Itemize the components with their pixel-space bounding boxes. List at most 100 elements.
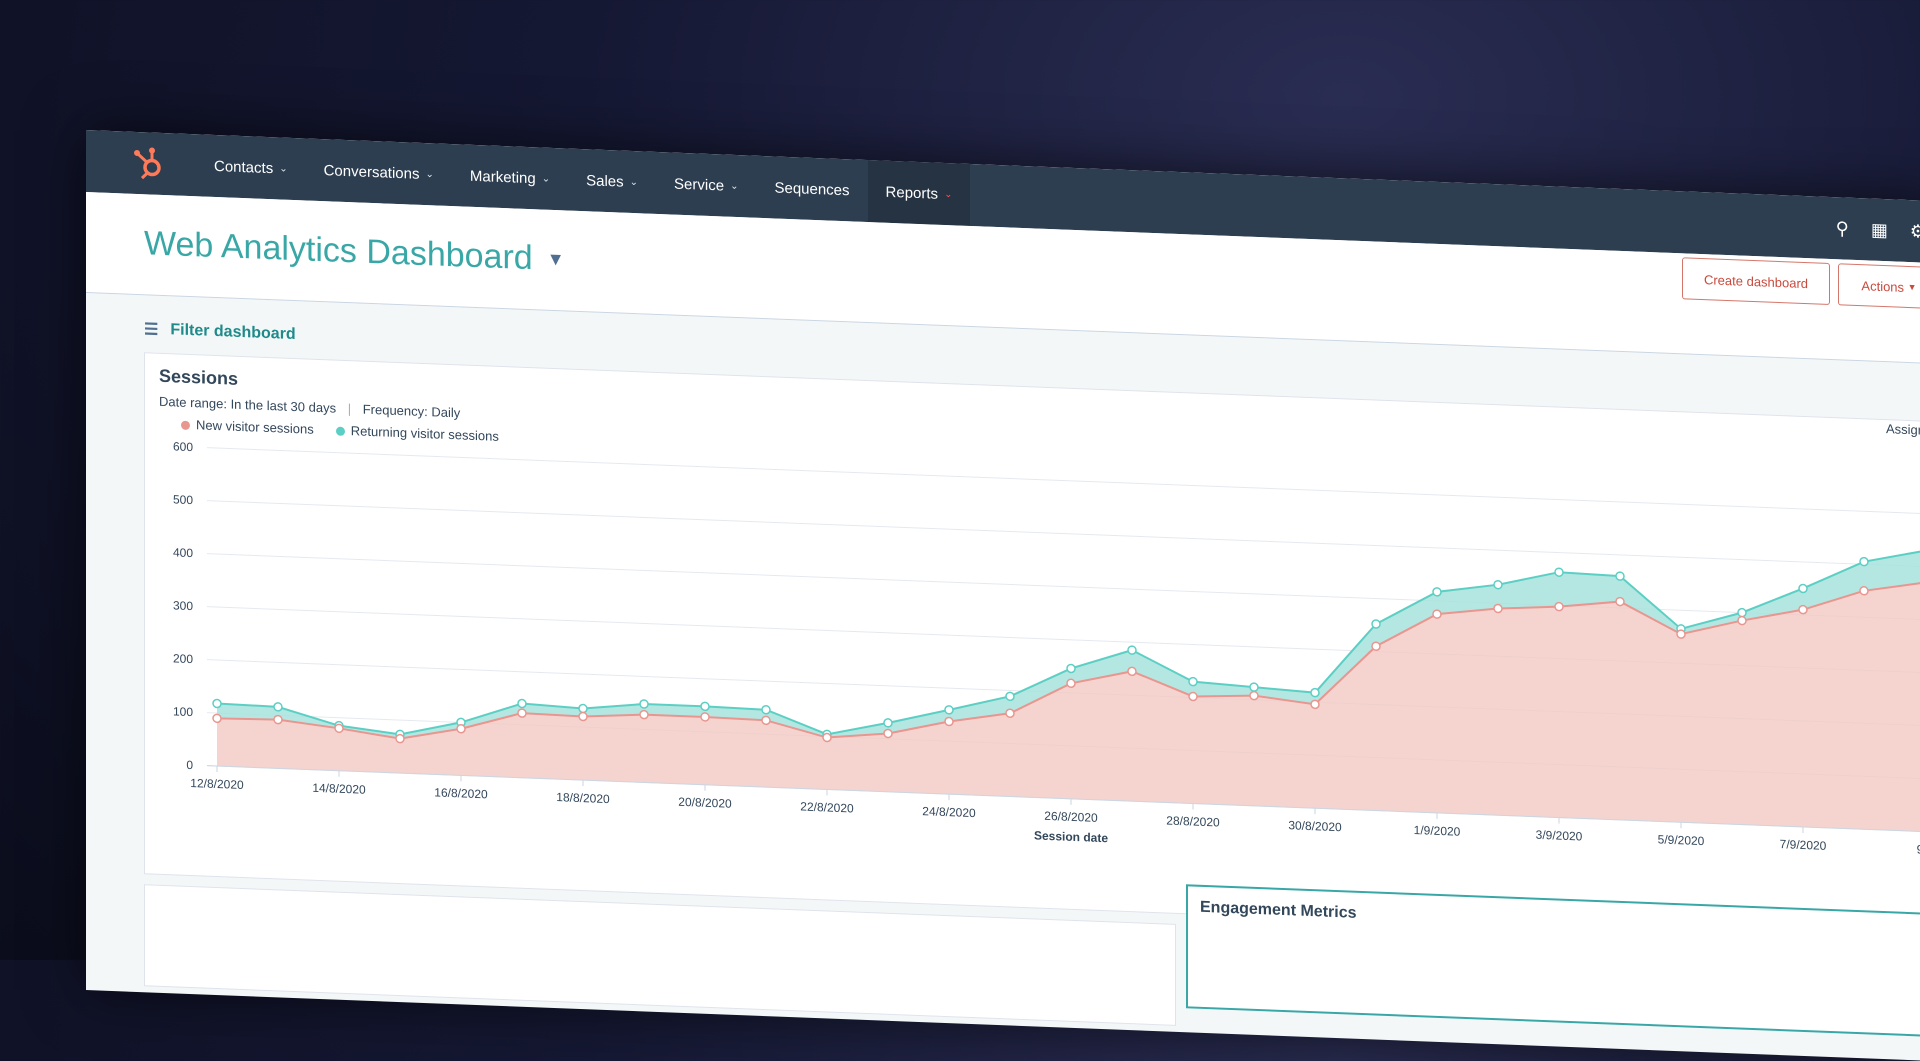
engagement-metrics-card[interactable]: Engagement Metrics [1186, 884, 1920, 1039]
nav-label: Service [674, 175, 725, 195]
new-sessions-point [1798, 604, 1808, 615]
legend-dot [181, 420, 190, 431]
y-tick-label: 600 [173, 439, 193, 454]
new-sessions-point [639, 709, 649, 720]
assign-link[interactable]: Assign [1886, 421, 1920, 438]
new-sessions-point [944, 716, 954, 727]
caret-down-icon[interactable]: ▼ [546, 248, 565, 270]
card-title: Sessions [159, 365, 239, 389]
new-sessions-point [1066, 678, 1076, 689]
actions-label: Actions [1861, 277, 1905, 295]
x-tick-label: 26/8/2020 [1044, 809, 1098, 825]
new-sessions-point [883, 728, 893, 739]
x-tick-label: 30/8/2020 [1288, 818, 1342, 834]
filter-label: Filter dashboard [170, 321, 296, 344]
nav-contacts[interactable]: Contacts ⌄ [196, 134, 306, 200]
nav-label: Contacts [214, 157, 274, 177]
y-tick-label: 300 [173, 598, 193, 613]
new-sessions-point [517, 708, 527, 718]
marketplace-icon[interactable]: ▦ [1870, 219, 1888, 240]
settings-icon[interactable]: ⚙ [1909, 220, 1920, 242]
new-sessions-area [217, 582, 1920, 832]
gridline [207, 553, 1920, 622]
dashboard-title-text: Web Analytics Dashboard [144, 224, 533, 278]
dashboard-title[interactable]: Web Analytics Dashboard ▼ [144, 224, 565, 279]
returning-sessions-point [1554, 567, 1564, 577]
card-meta: Date range: In the last 30 days | Freque… [159, 394, 460, 421]
x-axis-line [207, 765, 1920, 834]
x-tick-label: 7/9/2020 [1780, 837, 1827, 853]
y-tick-label: 0 [186, 758, 193, 772]
legend-dot [335, 426, 345, 437]
y-tick-label: 100 [173, 704, 193, 719]
returning-sessions-point [1615, 571, 1625, 581]
x-tick-label: 16/8/2020 [434, 785, 488, 801]
nav-sales[interactable]: Sales ⌄ [568, 149, 656, 214]
chevron-down-icon: ⌄ [629, 176, 639, 188]
date-range-label: Date range: [159, 393, 227, 412]
actions-button[interactable]: Actions ▼ [1838, 263, 1920, 310]
date-range-value: In the last 30 days [230, 396, 337, 416]
returning-sessions-point [1798, 583, 1808, 594]
nav-conversations[interactable]: Conversations ⌄ [306, 138, 452, 206]
search-icon[interactable]: ⚲ [1835, 217, 1849, 239]
sessions-report-card: Sessions Date range: In the last 30 days… [144, 352, 1920, 945]
x-tick-label: 12/8/2020 [190, 776, 244, 792]
x-tick-label: 5/9/2020 [1658, 832, 1705, 848]
new-sessions-point [395, 733, 405, 744]
returning-sessions-point [944, 705, 954, 715]
new-sessions-point [1249, 690, 1259, 701]
returning-sessions-area [217, 550, 1920, 739]
new-sessions-point [1554, 601, 1564, 612]
returning-sessions-point [1737, 607, 1747, 618]
nav-label: Conversations [323, 161, 420, 183]
returning-sessions-point [1432, 587, 1442, 597]
hubspot-logo-icon[interactable] [130, 143, 170, 185]
hubspot-window: Contacts ⌄ Conversations ⌄ Marketing ⌄ Sale… [86, 130, 1920, 1061]
new-sessions-point [1493, 603, 1503, 614]
returning-sessions-point [883, 718, 893, 728]
returning-sessions-point [1249, 682, 1259, 692]
legend-label: New visitor sessions [196, 417, 314, 437]
separator: | [347, 401, 352, 417]
new-sessions-point [273, 714, 283, 725]
new-sessions-point [456, 724, 466, 734]
nav-reports[interactable]: Reports ⌄ [867, 160, 971, 226]
x-tick-label: 18/8/2020 [556, 790, 610, 806]
legend-item-new[interactable]: New visitor sessions [181, 417, 314, 437]
x-tick-label: 24/8/2020 [922, 804, 976, 820]
x-tick-label: 20/8/2020 [678, 795, 732, 811]
nav-sequences[interactable]: Sequences [756, 156, 867, 222]
nav-marketing[interactable]: Marketing ⌄ [452, 144, 568, 210]
new-sessions-point [1432, 609, 1442, 619]
new-sessions-point [1859, 586, 1869, 596]
x-tick-label: 28/8/2020 [1166, 814, 1220, 830]
returning-sessions-point [761, 704, 771, 715]
card-title: Engagement Metrics [1200, 898, 1357, 922]
new-sessions-point [1737, 615, 1747, 626]
returning-sessions-point [1310, 687, 1320, 698]
chevron-down-icon: ⌄ [541, 173, 551, 185]
nav-label: Sequences [774, 178, 850, 199]
nav-label: Reports [885, 183, 939, 203]
returning-sessions-point [273, 702, 283, 712]
nav-label: Sales [586, 171, 624, 191]
returning-sessions-point [700, 701, 710, 712]
sessions-chart: 0 100 200 300 400 500 600 12/8/2020 14/8/2020 16/… [173, 439, 1920, 857]
new-sessions-point [761, 715, 771, 726]
new-sessions-point [578, 711, 588, 722]
x-tick-label: 22/8/2020 [800, 799, 854, 815]
filter-dashboard-link[interactable]: ☰ Filter dashboard [144, 319, 296, 345]
new-sessions-point [1188, 691, 1198, 702]
returning-sessions-point [1493, 579, 1503, 590]
returning-sessions-point [639, 699, 649, 709]
create-dashboard-button[interactable]: Create dashboard [1682, 257, 1830, 305]
returning-sessions-point [1127, 645, 1137, 655]
nav-utility-icons: ⚲ ▦ ⚙ [1836, 197, 1920, 262]
chevron-down-icon: ⌄ [425, 168, 434, 180]
returning-sessions-point [1005, 691, 1015, 702]
frequency-label: Frequency: [362, 401, 428, 420]
nav-service[interactable]: Service ⌄ [656, 152, 756, 218]
new-sessions-point [1005, 708, 1015, 719]
frequency-value: Daily [431, 404, 461, 421]
